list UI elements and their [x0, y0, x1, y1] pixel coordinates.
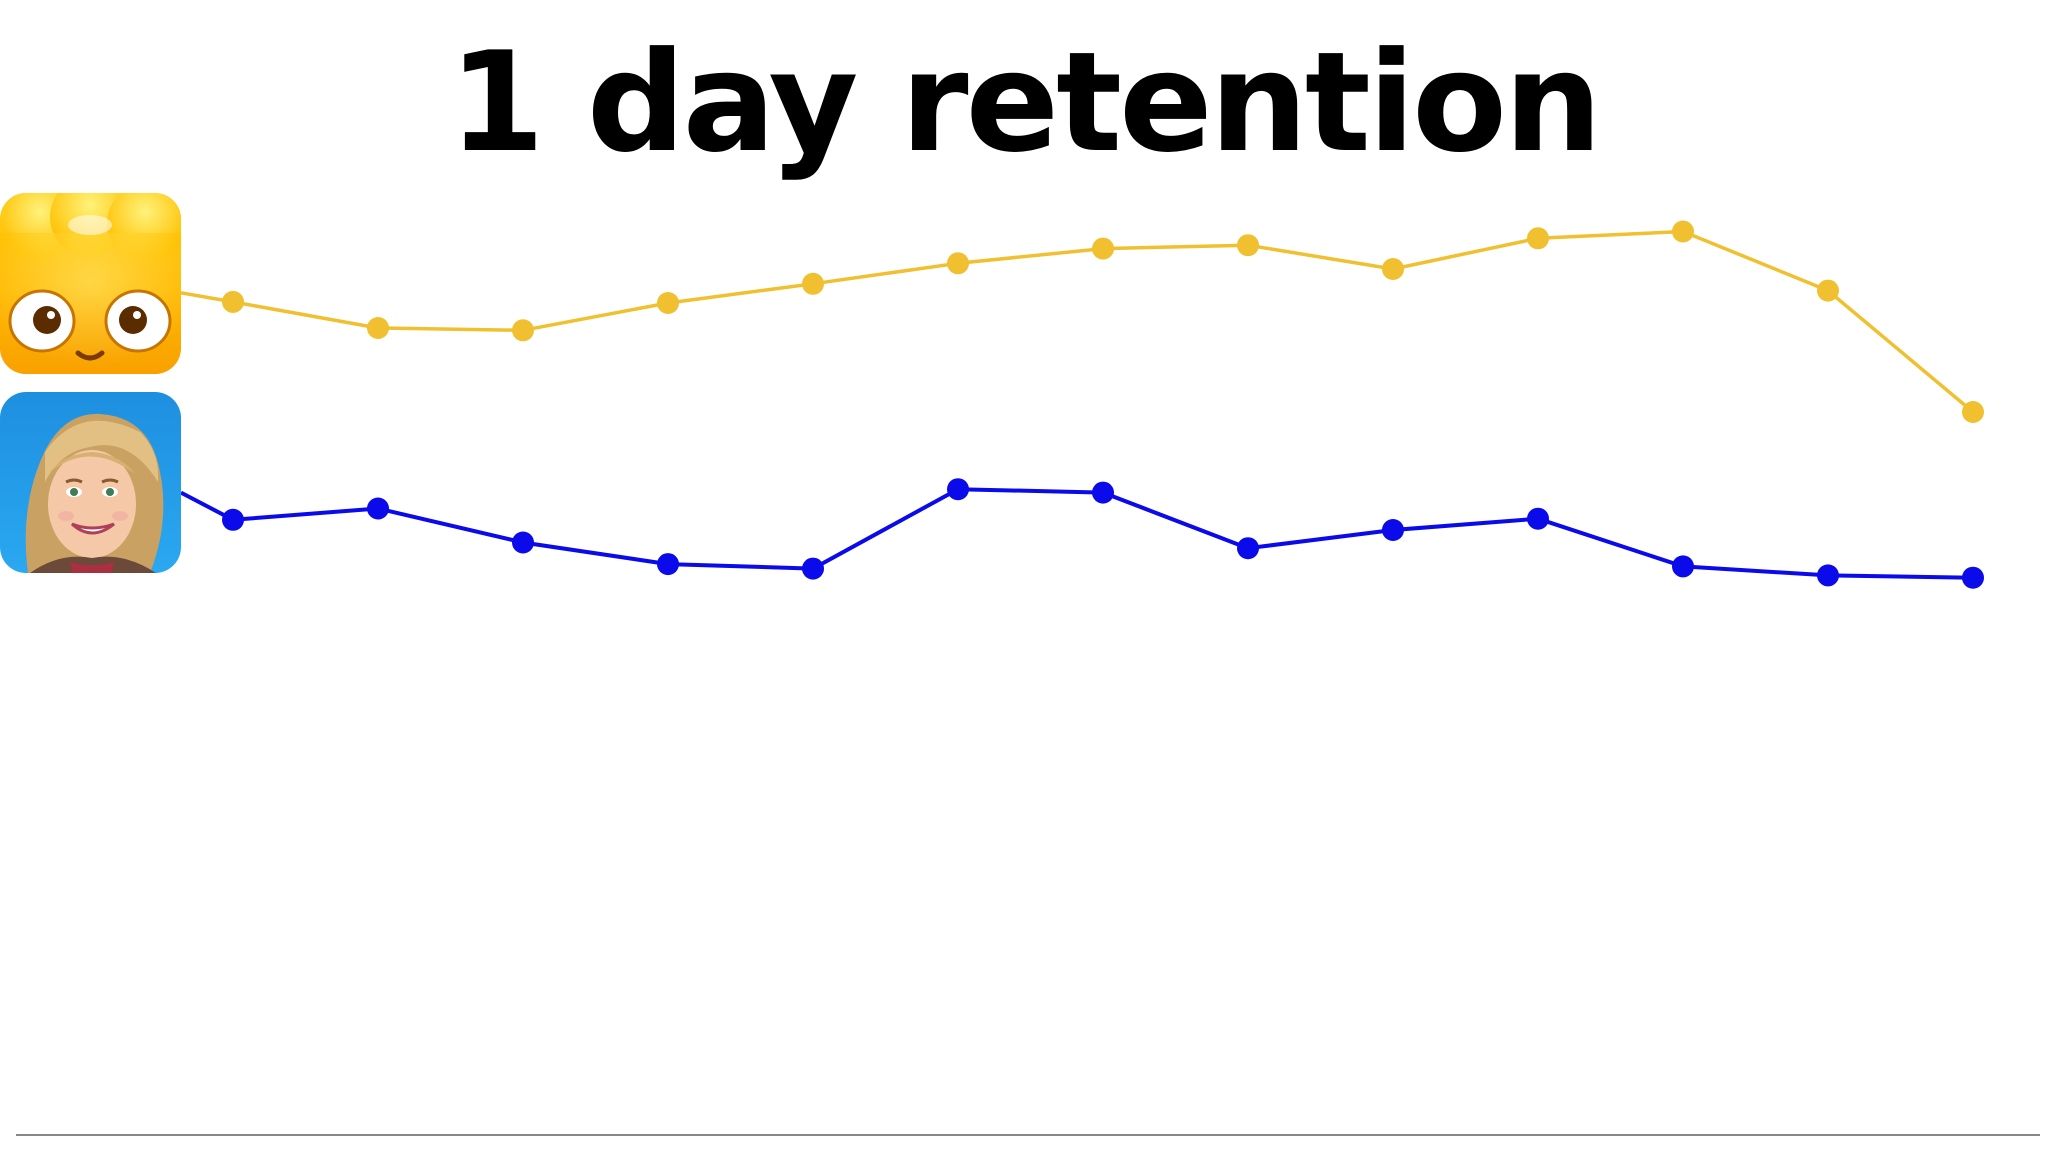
series-1-point [367, 317, 389, 339]
chart-title: 1 day retention [448, 22, 1603, 183]
series-2-line [180, 487, 1974, 580]
series-1-line [180, 229, 1975, 414]
series-1-point [1527, 227, 1549, 250]
series-1-point [512, 319, 534, 342]
series-1-point [947, 252, 969, 275]
series-2-point [367, 497, 389, 520]
series-1-point [1237, 234, 1259, 257]
pearls-peril-app-icon [0, 392, 181, 573]
series-1-point [1092, 237, 1114, 260]
jelly-splash-app-icon [0, 193, 181, 374]
series-1-point [1672, 220, 1694, 243]
series-2-point [657, 553, 679, 576]
series-1-point [1382, 258, 1404, 280]
series-2-point [1092, 481, 1114, 504]
series-2-point [222, 508, 244, 531]
series-2-point [1527, 507, 1549, 530]
series-2-point [1382, 519, 1404, 541]
series-1-point [1962, 401, 1984, 423]
series-2-point [1962, 566, 1984, 589]
series-2-point [802, 557, 824, 580]
series-2-point [1237, 537, 1259, 560]
series-1-point [1817, 279, 1839, 302]
series-2-point [1817, 564, 1839, 587]
series-1-point [802, 272, 824, 295]
series-1-point [657, 292, 679, 314]
series-2-point [947, 478, 969, 501]
series-2-point [512, 531, 534, 554]
series-1-point [222, 290, 244, 313]
series-2-point [1672, 555, 1694, 578]
